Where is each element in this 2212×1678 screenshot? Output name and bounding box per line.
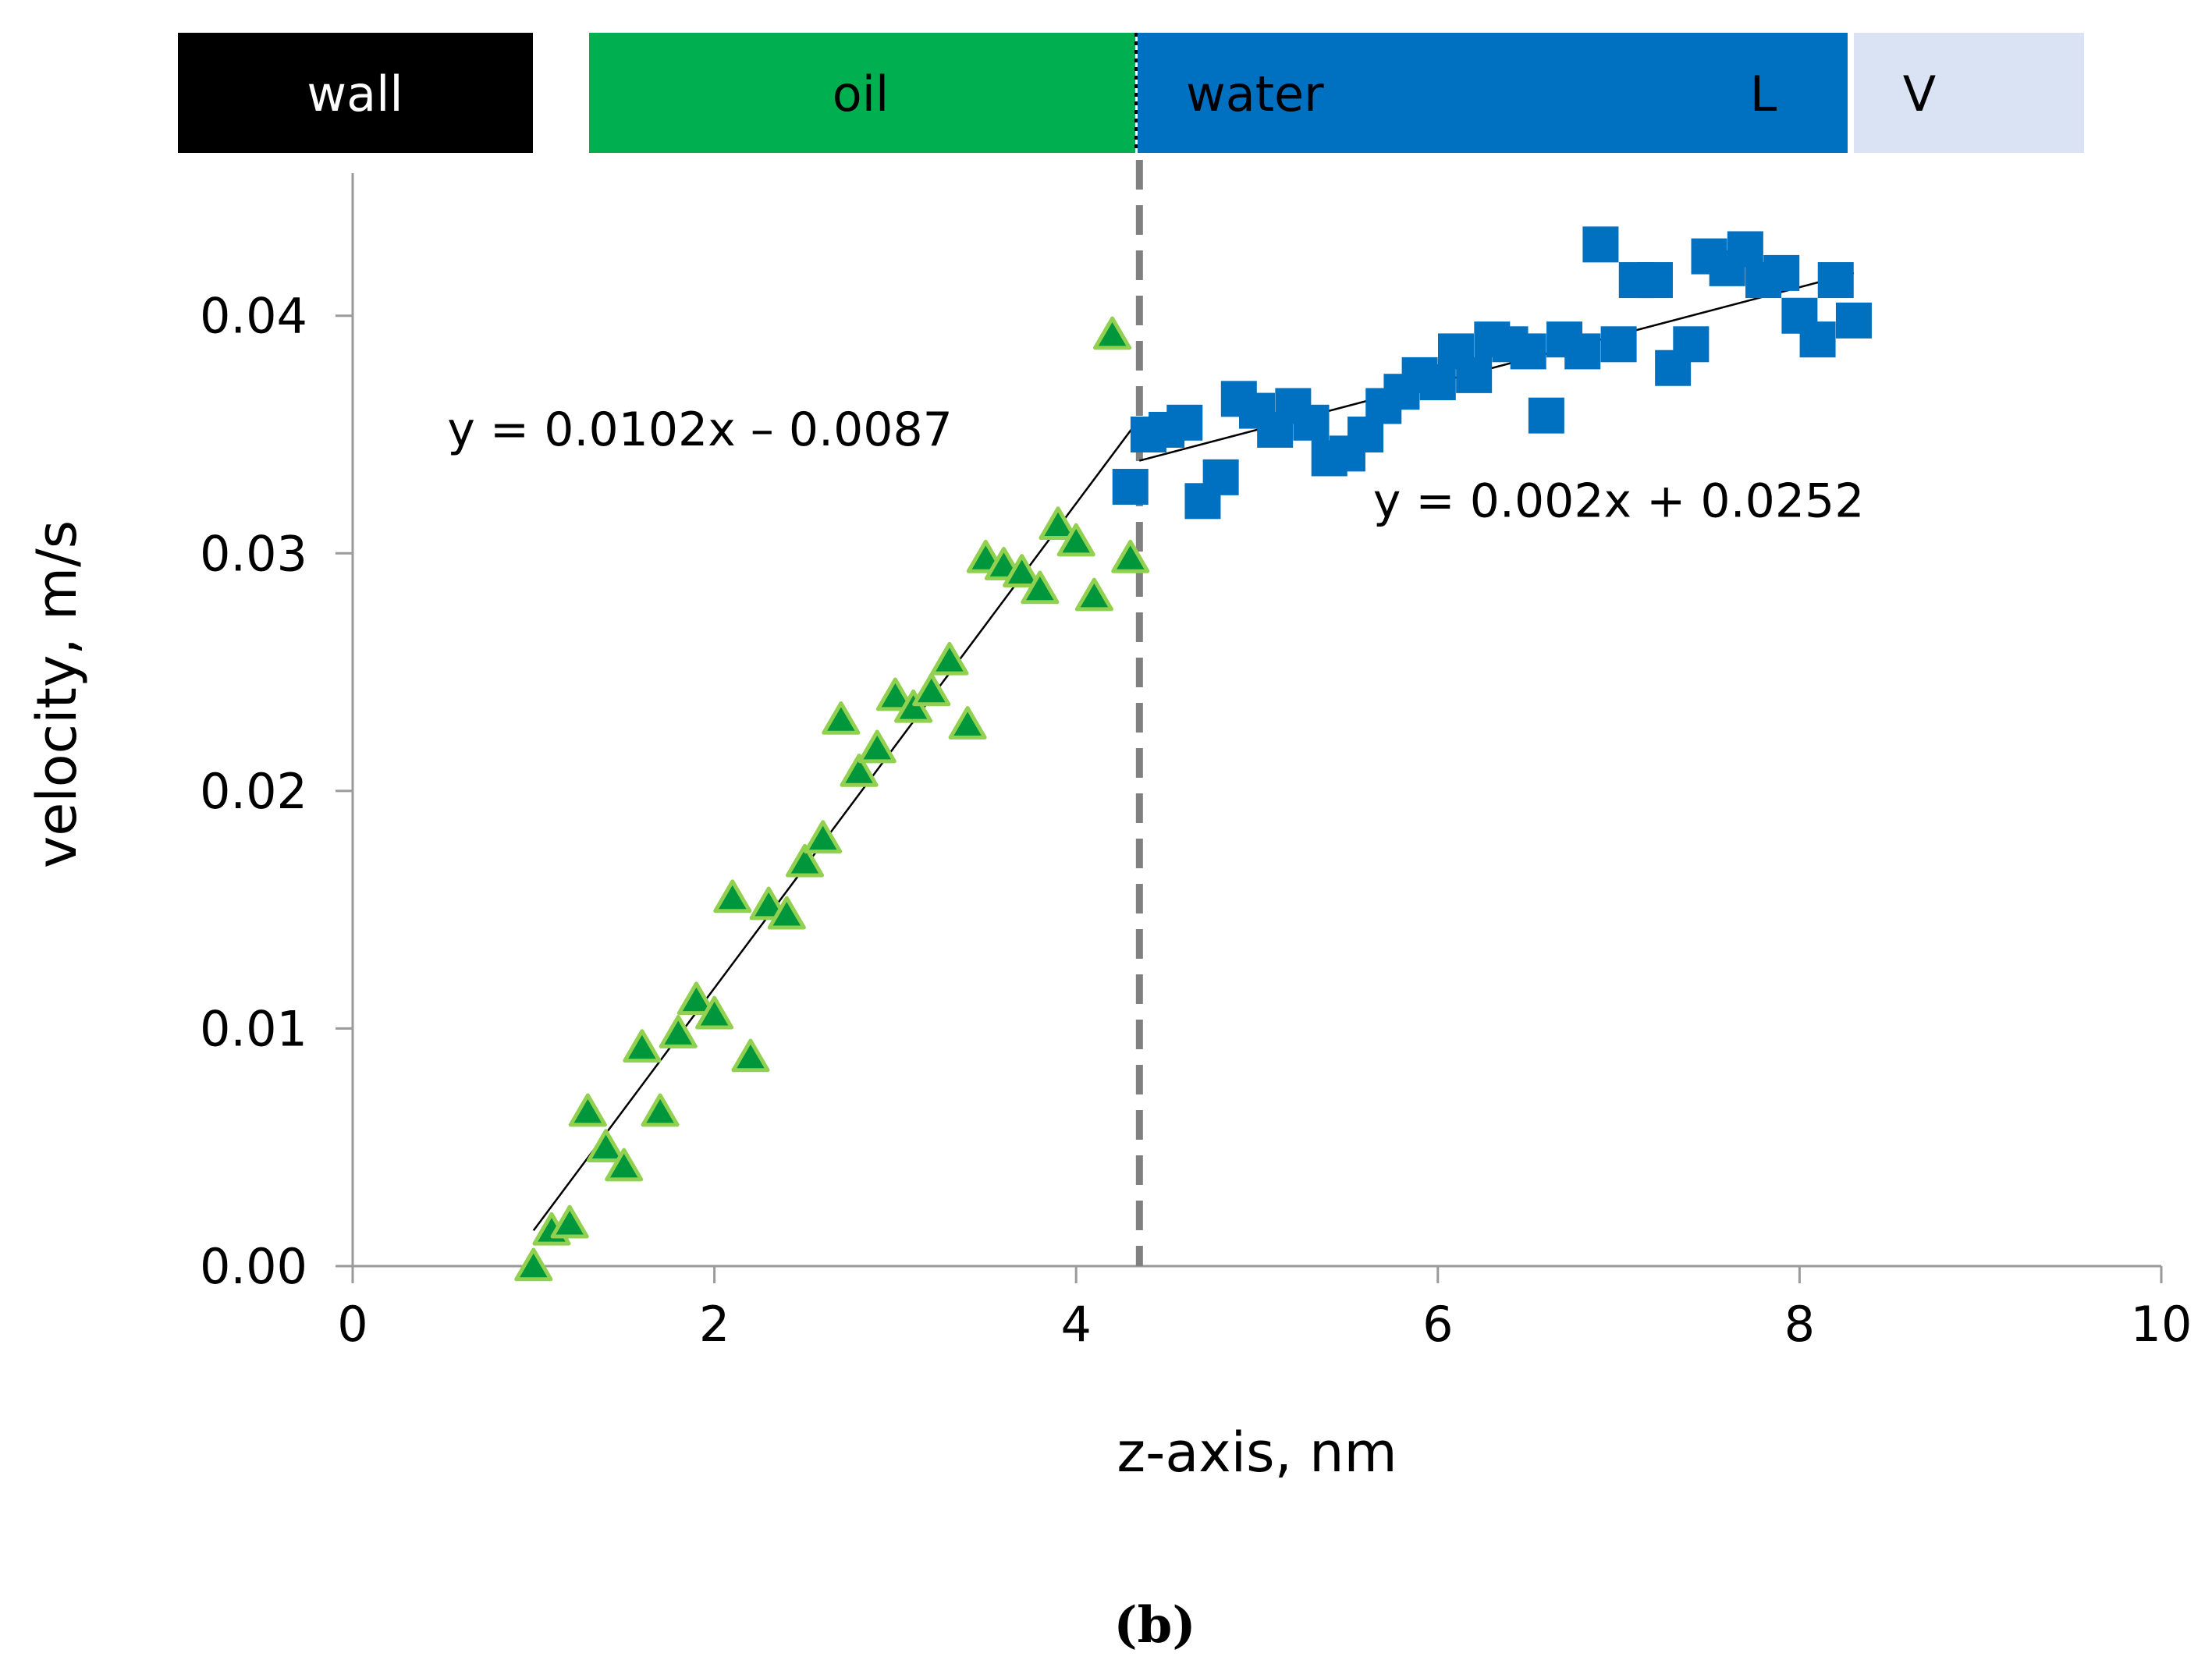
water-data-point — [1673, 326, 1710, 363]
oil-data-point — [568, 1093, 607, 1127]
water-data-point — [1835, 302, 1872, 339]
band-wall — [178, 33, 533, 153]
oil-data-point — [514, 1247, 553, 1282]
oil-data-point — [695, 995, 734, 1030]
oil-data-point — [804, 820, 843, 854]
water-data-point — [1763, 254, 1800, 291]
oil-data-point — [822, 701, 861, 735]
oil-data-point — [1074, 577, 1113, 612]
x-tick-label: 8 — [1784, 1296, 1815, 1353]
y-tick-label: 0.00 — [200, 1238, 307, 1295]
water-data-point — [1293, 404, 1330, 441]
oil-data-point — [623, 1029, 662, 1063]
oil-data-point — [605, 1148, 644, 1182]
y-tick-label: 0.01 — [200, 1000, 307, 1057]
oil-data-point — [731, 1038, 770, 1073]
x-tick-label: 10 — [2131, 1296, 2192, 1353]
x-axis-ticks: 0 2 4 6 8 10 — [337, 1266, 2192, 1353]
water-data-point — [1582, 226, 1619, 263]
water-fit-equation: y = 0.002x + 0.0252 — [1373, 474, 1865, 528]
band-label-wall: wall — [307, 66, 403, 122]
water-data-point — [1727, 231, 1763, 268]
water-data-point — [1799, 321, 1836, 358]
oil-data-point — [1093, 316, 1132, 350]
water-data-point — [1456, 357, 1493, 393]
oil-data-point — [767, 896, 806, 930]
oil-data-point — [550, 1204, 589, 1239]
oil-data-point — [1039, 506, 1078, 541]
x-tick-label: 2 — [699, 1296, 730, 1353]
water-data-point — [1419, 364, 1456, 401]
water-fit-line — [1139, 271, 1855, 462]
x-tick-label: 6 — [1422, 1296, 1453, 1353]
oil-data-point — [586, 1129, 626, 1163]
region-bands: wall oil water L V — [178, 33, 2084, 153]
oil-data-point — [1056, 523, 1095, 557]
oil-data-point — [930, 641, 969, 676]
axes: 0 2 4 6 8 10 0.000.010.020.030.04 z-axis, nm … — [25, 173, 2192, 1485]
water-data-point — [1817, 262, 1854, 299]
band-water — [1138, 33, 1848, 153]
y-axis-title: velocity, m/s — [25, 520, 89, 868]
figure-caption: (b) — [1113, 1596, 1195, 1655]
y-tick-label: 0.02 — [200, 763, 307, 820]
water-data-point — [1202, 459, 1239, 495]
oil-data-point — [912, 672, 951, 707]
x-axis-title: z-axis, nm — [1117, 1421, 1397, 1485]
oil-data-point — [1111, 539, 1150, 573]
y-tick-label: 0.04 — [200, 288, 307, 345]
y-axis-ticks: 0.00 0.01 0.02 0.03 0.04 — [200, 288, 353, 1295]
water-data-point — [1528, 397, 1564, 434]
oil-data-point — [857, 729, 897, 764]
band-label-water: water — [1186, 66, 1324, 122]
water-data-point — [1600, 326, 1637, 363]
oil-data-point — [1021, 570, 1060, 605]
water-data-point — [1112, 469, 1149, 506]
oil-data-point — [840, 754, 879, 787]
band-label-liquid: L — [1750, 66, 1777, 122]
oil-data-point — [1003, 554, 1042, 587]
water-data-point — [1166, 404, 1203, 441]
water-data-point — [1564, 333, 1601, 370]
water-data-point — [1510, 333, 1546, 370]
band-oil — [589, 33, 1135, 153]
oil-data-point — [948, 706, 987, 740]
oil-data-point — [785, 843, 825, 878]
oil-data-point — [659, 1015, 698, 1048]
band-label-oil: oil — [833, 66, 889, 122]
y-tick-label: 0.03 — [200, 525, 307, 582]
water-data-point — [1636, 262, 1673, 299]
data-points — [514, 226, 1872, 1282]
x-tick-label: 0 — [337, 1296, 367, 1353]
band-label-vapor: V — [1903, 66, 1936, 122]
x-tick-label: 4 — [1060, 1296, 1091, 1353]
oil-fit-line — [532, 417, 1141, 1232]
band-vapor — [1854, 33, 2084, 153]
oil-data-point — [713, 879, 752, 913]
oil-data-point — [875, 677, 914, 711]
oil-data-point — [641, 1093, 680, 1127]
oil-fit-equation: y = 0.0102x – 0.0087 — [447, 403, 952, 457]
oil-data-point — [676, 981, 715, 1016]
